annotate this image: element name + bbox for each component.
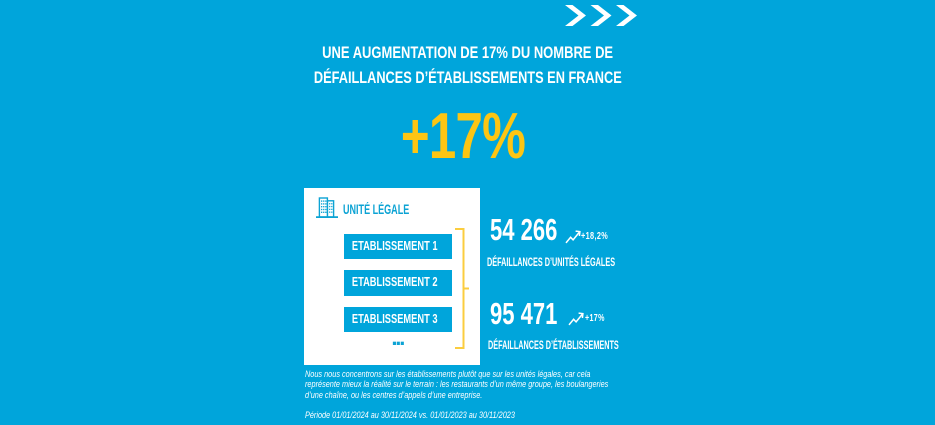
trending-up-arrow-icon <box>567 312 584 326</box>
highlight-percentage: +17% <box>263 103 663 168</box>
establishment-2-box: ETABLISSEMENT 2 <box>344 270 452 296</box>
establishment-3-label: ETABLISSEMENT 3 <box>351 310 438 326</box>
legal-units-failures-label-text: DÉFAILLANCES D’UNITÉS LÉGALES <box>487 254 616 269</box>
legal-unit-label-text: UNITÉ LÉGALE <box>342 201 409 217</box>
methodology-note: Nous nous concentrons sur les établissem… <box>305 368 609 402</box>
establishment-1-label: ETABLISSEMENT 1 <box>351 237 438 253</box>
establishments-failures-label: DÉFAILLANCES D’ÉTABLISSEMENTS <box>488 339 704 351</box>
triple-right-chevrons-icon <box>565 5 637 26</box>
establishment-2-label: ETABLISSEMENT 2 <box>351 274 438 290</box>
establishments-failures-value-text: 95 471 <box>490 296 558 332</box>
page-title-line1-text: UNE AUGMENTATION DE 17% DU NOMBRE DE <box>322 42 614 62</box>
aggregation-bracket <box>455 228 469 349</box>
legal-units-failures-label: DÉFAILLANCES D’UNITÉS LÉGALES <box>487 256 698 268</box>
establishments-failures-delta: +17% <box>584 312 613 324</box>
page-title-line2-text: DÉFAILLANCES D’ÉTABLISSEMENTS EN FRANCE <box>314 67 622 87</box>
legal-units-failures-delta-text: +18,2% <box>581 230 609 242</box>
legal-units-failures-value-text: 54 266 <box>490 211 558 247</box>
establishments-failures-delta-text: +17% <box>584 312 605 324</box>
establishments-failures-value: 95 471 <box>490 298 585 329</box>
highlight-percentage-text: +17% <box>400 99 526 173</box>
page-title-line1: UNE AUGMENTATION DE 17% DU NOMBRE DE <box>228 40 708 65</box>
page-title-line2: DÉFAILLANCES D’ÉTABLISSEMENTS EN FRANCE <box>228 65 708 90</box>
ellipsis-more-establishments: ... <box>391 325 405 351</box>
period-note: Période 01/01/2024 au 30/11/2024 vs. 01/… <box>305 410 515 422</box>
trending-up-arrow-icon <box>564 230 581 244</box>
legal-units-failures-value: 54 266 <box>490 214 585 245</box>
establishments-failures-label-text: DÉFAILLANCES D’ÉTABLISSEMENTS <box>488 337 619 352</box>
page-title: UNE AUGMENTATION DE 17% DU NOMBRE DE DÉF… <box>228 40 708 90</box>
legal-unit-label: UNITÉ LÉGALE <box>342 201 442 217</box>
establishment-3-box: ETABLISSEMENT 3 <box>344 306 452 332</box>
legal-units-failures-delta: +18,2% <box>581 230 618 242</box>
establishment-1-box: ETABLISSEMENT 1 <box>344 233 452 259</box>
buildings-icon <box>316 196 338 218</box>
